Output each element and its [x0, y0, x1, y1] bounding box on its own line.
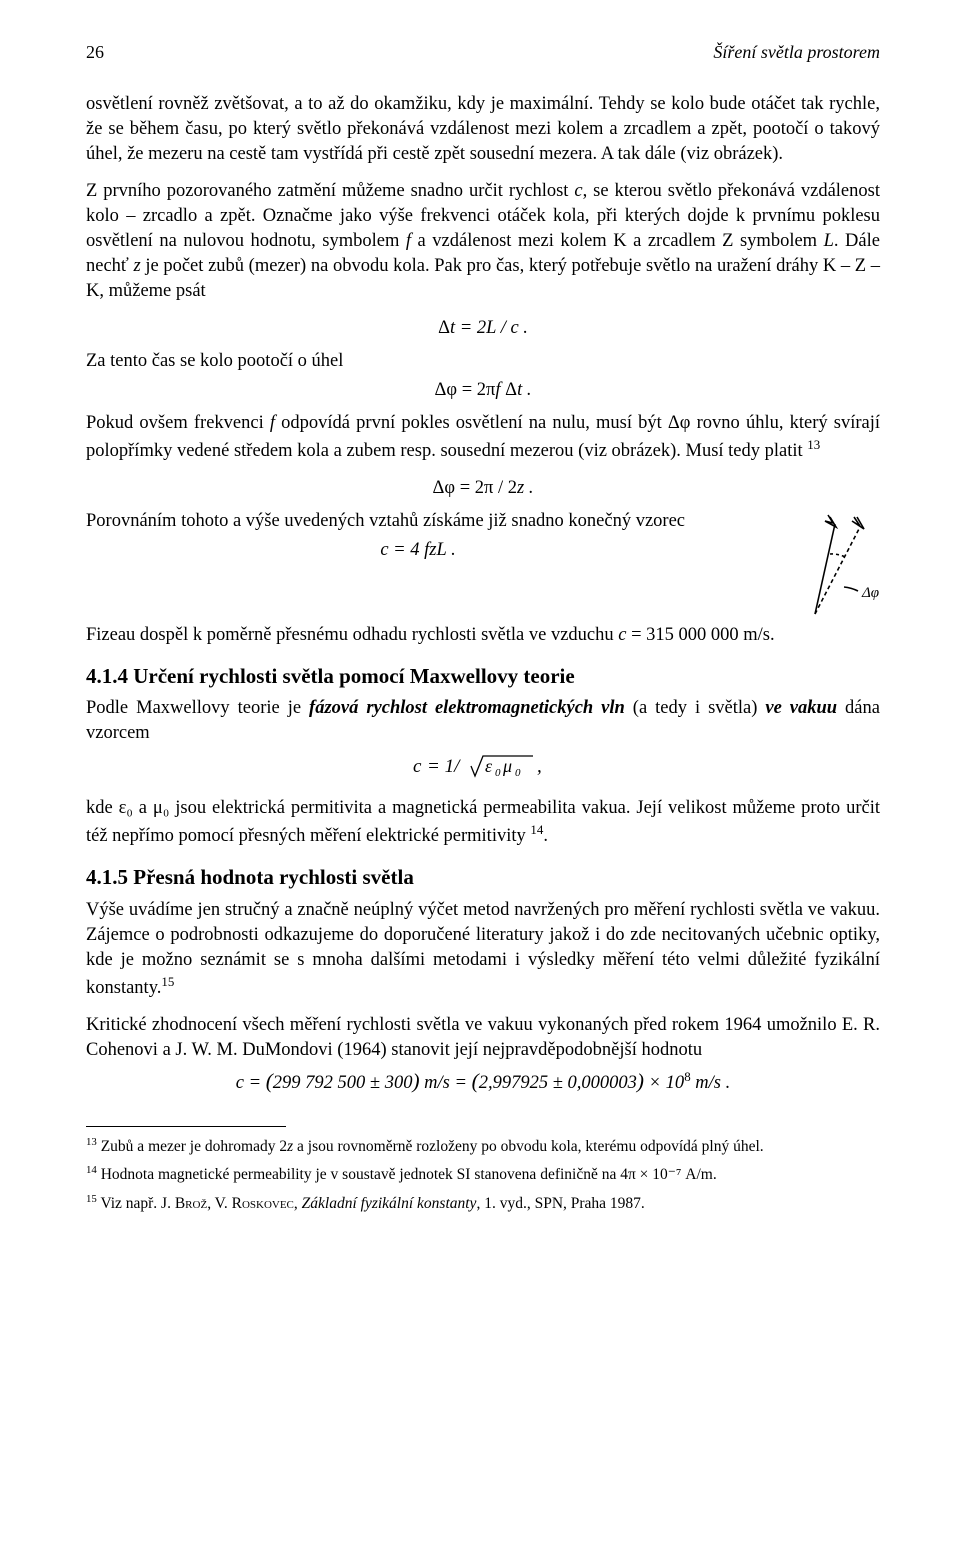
footnote-14: 14 Hodnota magnetické permeability je v …: [86, 1163, 880, 1186]
svg-text:,: ,: [537, 756, 542, 777]
footnote-15: 15 Viz např. J. Brož, V. Roskovec, Zákla…: [86, 1192, 880, 1215]
text-emph: ve vakuu: [765, 698, 837, 718]
paragraph-10: Kritické zhodnocení všech měření rychlos…: [86, 1013, 880, 1063]
angle-diagram-svg: Δφ: [760, 509, 880, 619]
text: je počet zubů (mezer) na obvodu kola. Pa…: [86, 256, 880, 301]
text: a vzdálenost mezi kolem K a zrcadlem Z s…: [411, 231, 824, 251]
footnote-ref-14: 14: [530, 822, 543, 837]
symbol-c: c: [574, 181, 582, 201]
text: .: [543, 826, 548, 846]
diagram-label: Δφ: [861, 585, 879, 601]
page-header: 26 Šíření světla prostorem: [86, 40, 880, 64]
heading-4-1-5: 4.1.5 Přesná hodnota rychlosti světla: [86, 863, 880, 891]
angle-diagram: Δφ: [760, 509, 880, 619]
fvar: fzL: [424, 540, 446, 560]
paragraph-7: Podle Maxwellovy teorie je fázová rychlo…: [86, 696, 880, 746]
running-title: Šíření světla prostorem: [713, 40, 880, 64]
svg-text:ε: ε: [485, 756, 493, 776]
footnote-num: 14: [86, 1164, 97, 1176]
svg-text:c: c: [413, 756, 422, 777]
footnote-num: 13: [86, 1136, 97, 1148]
text: Hodnota magnetické permeability je v sou…: [97, 1167, 717, 1184]
text: = 315 000 000 m/s.: [626, 625, 774, 645]
paragraph-1: osvětlení rovněž zvětšovat, a to až do o…: [86, 92, 880, 167]
fvar: t: [450, 318, 455, 338]
footnote-13: 13 Zubů a mezer je dohromady 2z a jsou r…: [86, 1135, 880, 1158]
title: Základní fyzikální konstanty: [302, 1195, 477, 1212]
author: Roskovec: [232, 1195, 294, 1212]
svg-text:0: 0: [495, 767, 501, 779]
sqrt-svg: c = 1/ ε 0 μ 0 ,: [413, 750, 553, 780]
text: Z prvního pozorovaného zatmění můžeme sn…: [86, 181, 574, 201]
paragraph-6: Fizeau dospěl k poměrně přesnému odhadu …: [86, 623, 880, 648]
footnote-num: 15: [86, 1193, 97, 1205]
fvar: f: [495, 380, 500, 400]
text: Fizeau dospěl k poměrně přesnému odhadu …: [86, 625, 618, 645]
text: ,: [294, 1195, 302, 1212]
fvar: L: [486, 318, 496, 338]
paragraph-8: kde ε₀ a μ₀ jsou elektrická permitivita …: [86, 796, 880, 849]
fvar: c: [380, 540, 388, 560]
footnote-ref-13: 13: [807, 437, 820, 452]
symbol-z: z: [133, 256, 140, 276]
formula-c-value: c = (299 792 500 ± 300) m/s = (2,997925 …: [86, 1067, 880, 1096]
footnote-ref-15: 15: [161, 974, 174, 989]
fvar: t: [517, 380, 522, 400]
footnote-separator: [86, 1126, 286, 1127]
text: Viz např. J.: [97, 1195, 175, 1212]
paragraph-9: Výše uvádíme jen stručný a značně neúpln…: [86, 898, 880, 1001]
text: Zubů a mezer je dohromady 2: [97, 1138, 287, 1155]
symbol-L: L: [824, 231, 834, 251]
text: , 1. vyd., SPN, Praha 1987.: [476, 1195, 644, 1212]
text: kde ε₀ a μ₀ jsou elektrická permitivita …: [86, 798, 880, 846]
text: a jsou rovnoměrně rozloženy po obvodu ko…: [293, 1138, 764, 1155]
formula-delta-phi-z: Δφ = 2π / 2z .: [86, 476, 880, 501]
heading-4-1-4: 4.1.4 Určení rychlosti světla pomocí Max…: [86, 662, 880, 690]
text: Podle Maxwellovy teorie je: [86, 698, 309, 718]
paragraph-2: Z prvního pozorovaného zatmění můžeme sn…: [86, 179, 880, 304]
fvar: c: [510, 318, 518, 338]
svg-text:= 1/: = 1/: [427, 756, 461, 777]
svg-text:0: 0: [515, 767, 521, 779]
paragraph-4: Pokud ovšem frekvenci f odpovídá první p…: [86, 411, 880, 464]
author: Brož: [175, 1195, 207, 1212]
text: Výše uvádíme jen stručný a značně neúpln…: [86, 900, 880, 998]
formula-c-maxwell: c = 1/ ε 0 μ 0 ,: [86, 750, 880, 788]
formula-delta-t: Δt = 2L / c .: [86, 316, 880, 341]
formula-delta-phi: Δφ = 2πf Δt .: [86, 378, 880, 403]
paragraph-3: Za tento čas se kolo pootočí o úhel: [86, 349, 880, 374]
fvar: z: [517, 478, 524, 498]
svg-text:μ: μ: [502, 756, 512, 776]
text: , V.: [207, 1195, 231, 1212]
page-number: 26: [86, 40, 104, 64]
text-emph: fázová rychlost elektromagnetických vln: [309, 698, 625, 718]
text: Pokud ovšem frekvenci: [86, 413, 270, 433]
text: (a tedy i světla): [625, 698, 766, 718]
